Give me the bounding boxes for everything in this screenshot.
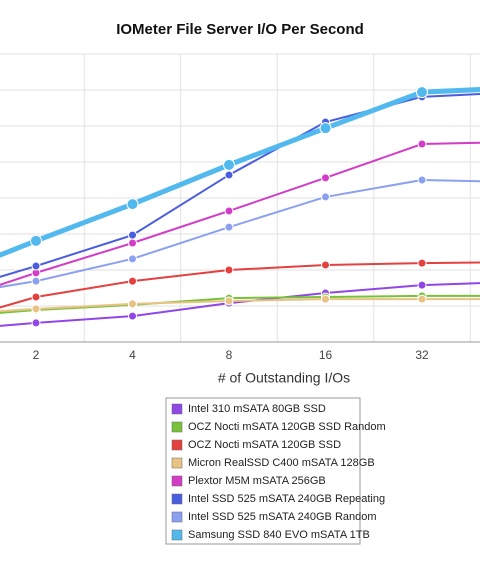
point [128, 254, 137, 264]
point [128, 299, 137, 309]
legend-label: Micron RealSSD C400 mSATA 128GB [188, 457, 375, 469]
x-tick-label: 32 [415, 348, 429, 362]
point [128, 238, 137, 248]
point [321, 192, 330, 202]
point [30, 234, 42, 247]
point [223, 158, 235, 171]
point [321, 294, 330, 304]
legend-label: OCZ Nocti mSATA 120GB SSD Random [188, 421, 386, 433]
point [417, 294, 427, 304]
legend-swatch [171, 421, 183, 433]
point [416, 86, 428, 99]
x-tick-label: 8 [226, 348, 233, 362]
legend-swatch [171, 403, 183, 415]
point [126, 198, 139, 211]
series-line [0, 93, 480, 278]
legend-label: Samsung SSD 840 EVO mSATA 1TB [188, 529, 370, 541]
legend-swatch [171, 511, 183, 523]
point [319, 122, 332, 135]
point [417, 280, 427, 290]
legend-box [165, 397, 361, 545]
chart-title: IOMeter File Server I/O Per Second [116, 21, 364, 38]
point [417, 258, 427, 268]
legend-swatch [171, 529, 183, 541]
series-line [0, 261, 480, 309]
point [224, 265, 234, 275]
point [31, 276, 41, 286]
point [31, 261, 41, 271]
point [31, 304, 41, 314]
legend-label: Intel 310 mSATA 80GB SSD [188, 403, 326, 415]
point [128, 311, 137, 321]
legend-label: Plextor M5M mSATA 256GB [188, 475, 326, 487]
legend-label: Intel SSD 525 mSATA 240GB Repeating [188, 493, 385, 505]
point [128, 276, 137, 286]
legend-swatch [171, 439, 183, 451]
x-axis-title: # of Outstanding I/Os [218, 370, 350, 386]
point [417, 175, 427, 185]
x-tick-label: 16 [319, 348, 333, 362]
point [321, 260, 330, 270]
point [224, 206, 234, 216]
x-tick-label: 4 [129, 348, 136, 362]
x-tick-label: 2 [33, 348, 40, 362]
legend-swatch [171, 457, 183, 469]
point [31, 318, 41, 328]
point [224, 222, 234, 232]
legend-label: OCZ Nocti mSATA 120GB SSD [188, 439, 341, 451]
point [224, 170, 234, 180]
point [224, 296, 234, 306]
legend-swatch [171, 475, 183, 487]
legend-label: Intel SSD 525 mSATA 240GB Random [188, 511, 377, 523]
point [31, 292, 41, 302]
point [417, 139, 427, 149]
point [128, 230, 137, 240]
point [321, 173, 330, 183]
legend-swatch [171, 493, 183, 505]
series-line [0, 298, 480, 313]
